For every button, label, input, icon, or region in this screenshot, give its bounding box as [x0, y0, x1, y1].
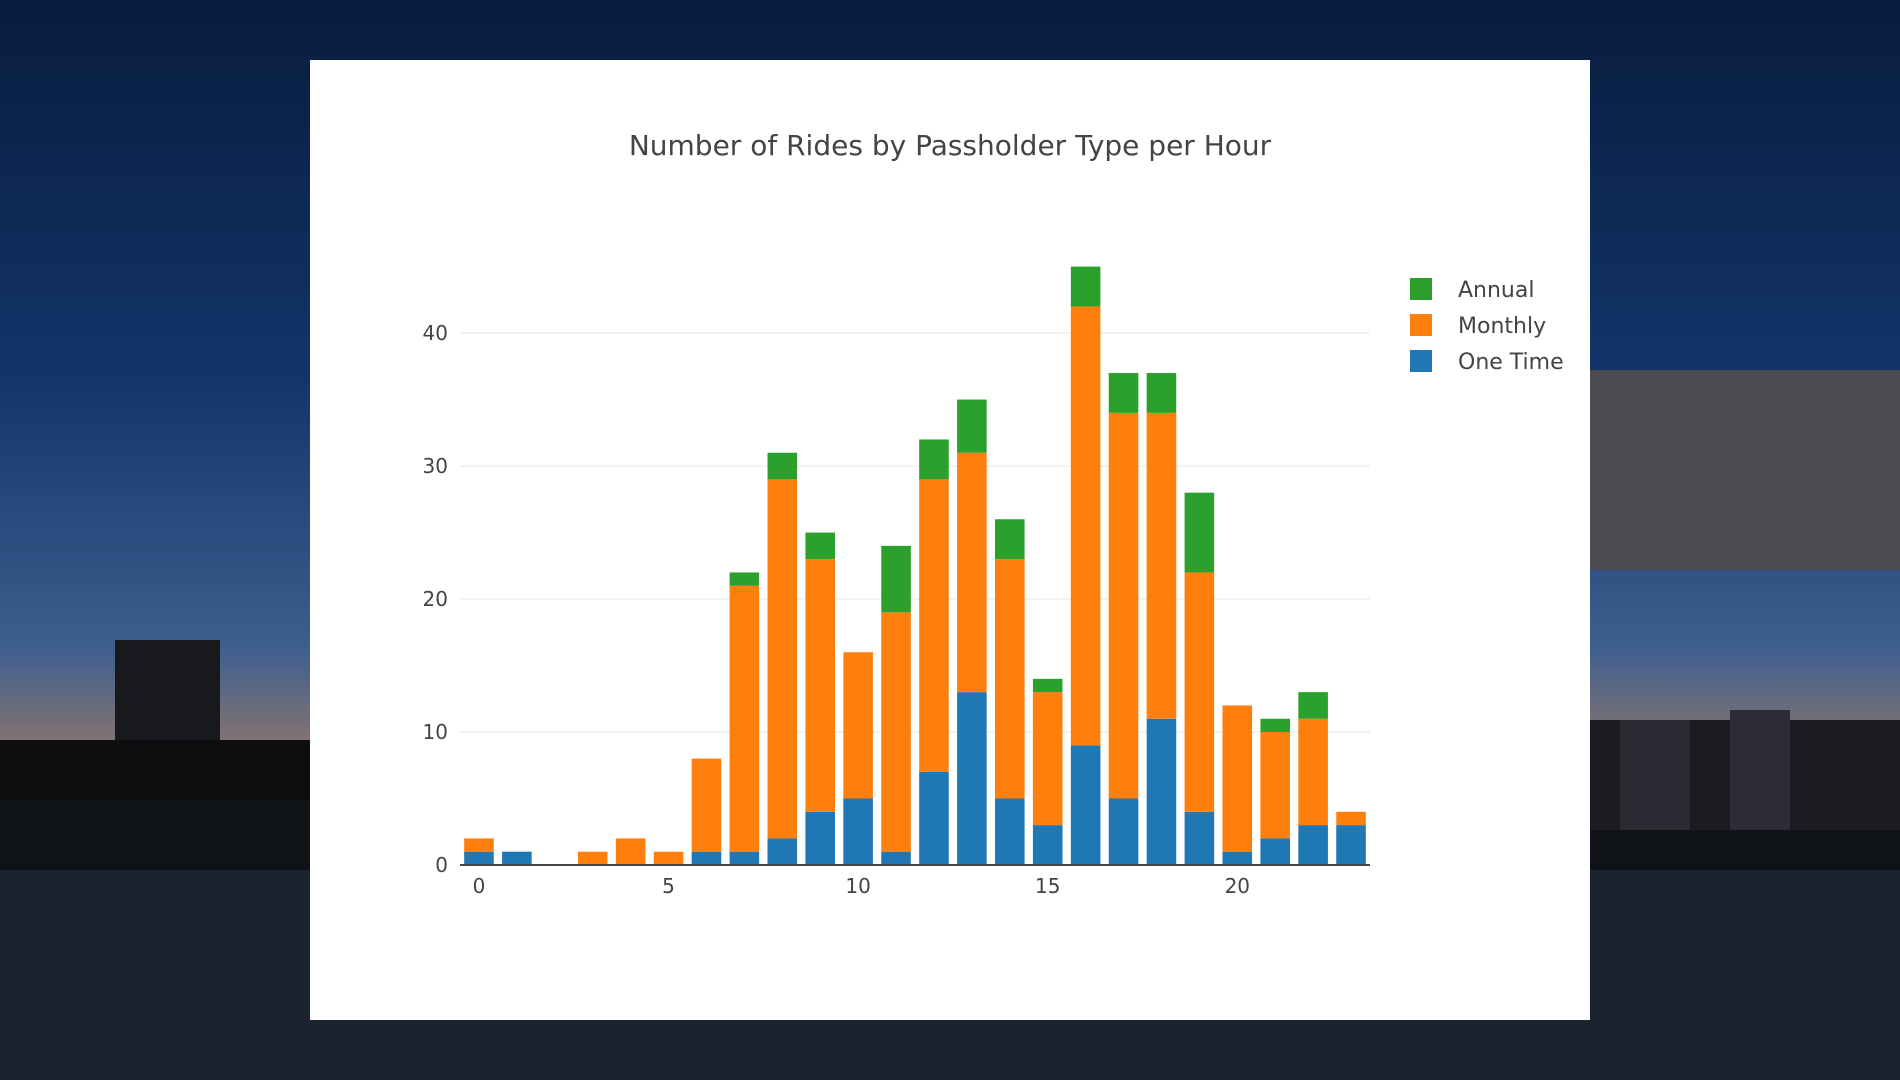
bar-one-time-hour-12 [919, 771, 949, 865]
bar-one-time-hour-10 [843, 798, 873, 865]
bar-monthly-hour-19 [1184, 572, 1215, 812]
y-tick-label-40: 40 [423, 321, 448, 345]
bar-annual-hour-21 [1260, 718, 1290, 733]
bar-monthly-hour-4 [615, 838, 646, 865]
chart-card: Number of Rides by Passholder Type per H… [310, 60, 1590, 1020]
bar-monthly-hour-10 [843, 652, 873, 799]
bar-monthly-hour-18 [1146, 412, 1177, 719]
bar-annual-hour-12 [919, 439, 949, 480]
bar-monthly-hour-9 [805, 559, 835, 812]
bar-one-time-hour-14 [995, 798, 1025, 865]
legend: Annual Monthly One Time [1410, 278, 1564, 375]
y-tick-label-30: 30 [423, 454, 448, 478]
bar-annual-hour-9 [805, 532, 835, 560]
bar-monthly-hour-22 [1298, 718, 1328, 826]
legend-label-annual: Annual [1458, 278, 1534, 303]
x-tick-label-15: 15 [1035, 874, 1060, 898]
bar-one-time-hour-11 [881, 851, 911, 865]
axes: 0 10 20 30 40 0 5 10 15 20 [423, 321, 1370, 898]
x-tick-label-5: 5 [662, 874, 675, 898]
bar-annual-hour-17 [1108, 372, 1139, 413]
bars [464, 266, 1366, 865]
bar-monthly-hour-23 [1336, 811, 1366, 826]
legend-label-one-time: One Time [1458, 350, 1564, 375]
bar-one-time-hour-21 [1260, 838, 1290, 865]
bar-one-time-hour-20 [1222, 851, 1253, 865]
bar-annual-hour-22 [1298, 692, 1328, 719]
bar-monthly-hour-8 [767, 479, 798, 839]
bar-annual-hour-8 [767, 452, 798, 480]
x-tick-label-20: 20 [1225, 874, 1250, 898]
bar-monthly-hour-16 [1070, 306, 1101, 746]
bar-monthly-hour-0 [464, 838, 494, 852]
grid-lines [460, 332, 1370, 733]
bar-annual-hour-16 [1070, 266, 1101, 307]
bar-one-time-hour-6 [691, 851, 722, 865]
bar-monthly-hour-3 [577, 851, 608, 865]
bar-one-time-hour-1 [502, 851, 532, 865]
bar-one-time-hour-9 [805, 811, 835, 865]
bar-annual-hour-15 [1032, 678, 1063, 693]
bar-one-time-hour-17 [1108, 798, 1139, 865]
bar-monthly-hour-6 [691, 758, 722, 852]
bar-one-time-hour-8 [767, 838, 798, 865]
bar-one-time-hour-18 [1146, 718, 1177, 865]
bar-monthly-hour-20 [1222, 705, 1253, 852]
y-tick-label-10: 10 [423, 720, 448, 744]
bar-one-time-hour-19 [1184, 811, 1215, 865]
bar-monthly-hour-13 [957, 452, 987, 693]
legend-swatch-one-time [1410, 350, 1432, 372]
bar-monthly-hour-14 [995, 559, 1025, 799]
bar-one-time-hour-16 [1070, 745, 1101, 865]
bar-monthly-hour-17 [1108, 412, 1139, 799]
bar-annual-hour-13 [957, 399, 987, 453]
bar-one-time-hour-0 [464, 851, 494, 865]
bar-annual-hour-7 [729, 572, 760, 586]
bar-one-time-hour-23 [1336, 825, 1366, 865]
bar-annual-hour-19 [1184, 492, 1215, 573]
legend-swatch-monthly [1410, 314, 1432, 336]
bar-monthly-hour-12 [919, 479, 949, 772]
x-tick-label-0: 0 [473, 874, 486, 898]
bar-monthly-hour-7 [729, 585, 760, 852]
chart-title: Number of Rides by Passholder Type per H… [629, 129, 1272, 162]
bar-monthly-hour-11 [881, 612, 911, 852]
bar-annual-hour-18 [1146, 372, 1177, 413]
stacked-bar-chart: Number of Rides by Passholder Type per H… [423, 129, 1564, 898]
bar-one-time-hour-15 [1032, 825, 1063, 865]
bar-annual-hour-11 [881, 545, 911, 613]
legend-label-monthly: Monthly [1458, 314, 1546, 339]
legend-swatch-annual [1410, 278, 1432, 300]
bar-monthly-hour-21 [1260, 732, 1290, 839]
y-tick-label-20: 20 [423, 587, 448, 611]
bar-one-time-hour-13 [957, 692, 987, 865]
x-tick-label-10: 10 [845, 874, 870, 898]
bar-annual-hour-14 [995, 519, 1025, 560]
y-tick-label-0: 0 [435, 853, 448, 877]
bar-monthly-hour-15 [1032, 692, 1063, 826]
bar-monthly-hour-5 [653, 851, 684, 865]
bar-one-time-hour-22 [1298, 825, 1328, 865]
bar-one-time-hour-7 [729, 851, 760, 865]
